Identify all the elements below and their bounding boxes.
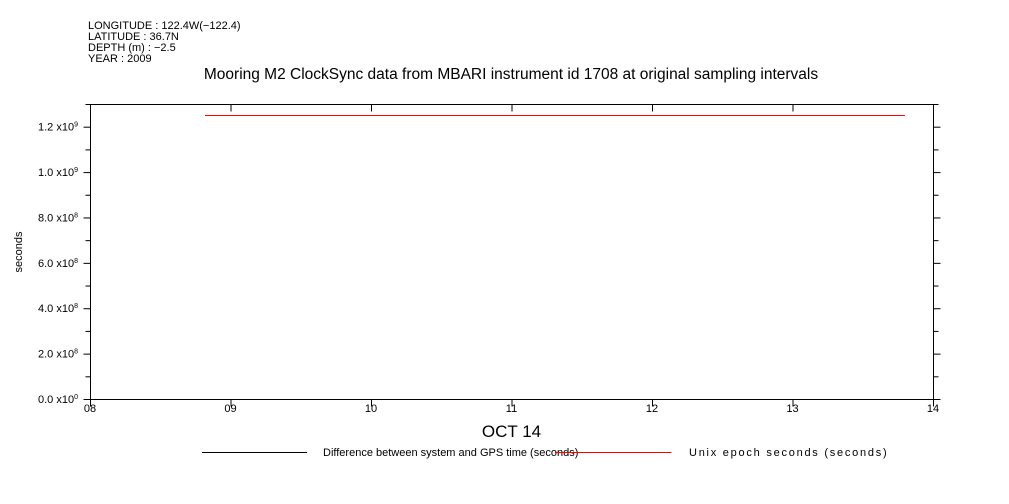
svg-text:1.0 x109: 1.0 x109 (38, 167, 78, 179)
svg-text:11: 11 (506, 403, 517, 415)
svg-text:2.0 x108: 2.0 x108 (38, 349, 78, 361)
svg-text:08: 08 (84, 403, 96, 415)
svg-text:Difference between system and: Difference between system and GPS time (… (323, 447, 578, 459)
svg-text:6.0 x108: 6.0 x108 (38, 258, 78, 270)
svg-text:13: 13 (786, 403, 798, 415)
svg-text:OCT 14: OCT 14 (482, 422, 541, 441)
svg-text:12: 12 (646, 403, 658, 415)
svg-text:4.0 x108: 4.0 x108 (38, 303, 78, 315)
svg-text:seconds: seconds (13, 231, 25, 272)
svg-text:0.0 x100: 0.0 x100 (38, 394, 78, 406)
svg-text:14: 14 (927, 403, 939, 415)
svg-text:10: 10 (365, 403, 377, 415)
svg-text:Unix epoch seconds (seconds): Unix epoch seconds (seconds) (689, 447, 888, 459)
svg-text:8.0 x108: 8.0 x108 (38, 213, 78, 225)
svg-text:1.2 x109: 1.2 x109 (38, 122, 78, 134)
svg-text:09: 09 (224, 403, 236, 415)
